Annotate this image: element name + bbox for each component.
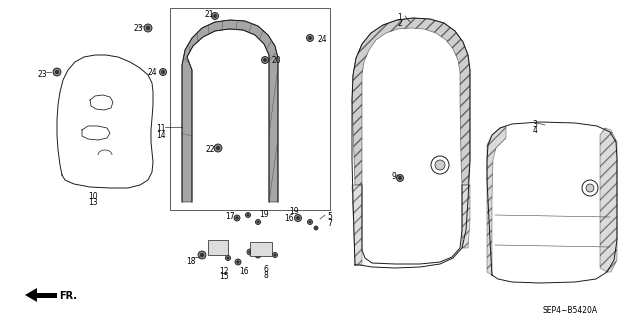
Polygon shape (182, 20, 278, 202)
Circle shape (225, 255, 230, 260)
Text: 18: 18 (186, 257, 195, 266)
Polygon shape (25, 288, 37, 302)
Circle shape (144, 24, 152, 32)
Text: 23: 23 (37, 70, 47, 79)
Circle shape (399, 176, 401, 180)
Circle shape (200, 253, 204, 257)
Text: 12: 12 (220, 267, 228, 276)
Circle shape (146, 26, 150, 30)
Polygon shape (487, 126, 506, 275)
Text: 9: 9 (392, 172, 397, 181)
Text: 21: 21 (204, 10, 214, 19)
Circle shape (55, 70, 59, 74)
Text: 19: 19 (259, 210, 269, 219)
Circle shape (273, 252, 278, 258)
Text: 10: 10 (88, 192, 98, 201)
Circle shape (586, 184, 594, 192)
Circle shape (314, 226, 318, 230)
Text: 5: 5 (327, 212, 332, 221)
Circle shape (237, 261, 239, 263)
Polygon shape (600, 128, 617, 272)
Text: FR.: FR. (59, 291, 77, 301)
Circle shape (236, 217, 238, 219)
Circle shape (309, 221, 311, 223)
Text: 16: 16 (284, 214, 294, 223)
Text: 11: 11 (156, 124, 166, 133)
Circle shape (249, 251, 252, 253)
Text: 22: 22 (205, 145, 214, 154)
Text: 2: 2 (397, 19, 402, 28)
Circle shape (246, 212, 250, 218)
Circle shape (294, 214, 301, 221)
Polygon shape (352, 18, 470, 185)
Circle shape (267, 247, 269, 249)
Text: 8: 8 (263, 271, 268, 280)
Circle shape (211, 12, 218, 20)
Text: 23: 23 (133, 24, 143, 33)
Circle shape (262, 57, 269, 63)
Circle shape (431, 156, 449, 174)
Text: SEP4−B5420A: SEP4−B5420A (543, 306, 598, 315)
Circle shape (222, 247, 228, 253)
Circle shape (223, 249, 227, 251)
Text: 13: 13 (88, 198, 98, 207)
Circle shape (255, 220, 260, 225)
Circle shape (198, 251, 206, 259)
Circle shape (257, 221, 259, 223)
Text: 3: 3 (532, 120, 538, 129)
Circle shape (234, 215, 240, 221)
Circle shape (235, 259, 241, 265)
Text: 20: 20 (272, 56, 282, 65)
Circle shape (315, 227, 317, 229)
Circle shape (212, 242, 218, 248)
Circle shape (159, 68, 166, 76)
Circle shape (307, 35, 314, 42)
Circle shape (296, 216, 300, 220)
Text: 16: 16 (239, 267, 249, 276)
Polygon shape (352, 185, 362, 265)
Bar (250, 242, 272, 256)
Circle shape (582, 180, 598, 196)
Text: 6: 6 (263, 265, 268, 274)
Circle shape (161, 70, 164, 74)
Text: 24: 24 (147, 68, 157, 77)
Circle shape (247, 249, 253, 255)
Circle shape (257, 254, 259, 256)
Text: 1: 1 (397, 13, 402, 22)
Bar (208, 240, 228, 255)
Text: 19: 19 (289, 207, 299, 216)
Circle shape (216, 146, 220, 150)
Circle shape (307, 220, 312, 225)
Circle shape (264, 59, 267, 61)
Circle shape (255, 252, 261, 258)
Text: 15: 15 (219, 272, 229, 281)
Circle shape (435, 160, 445, 170)
Circle shape (227, 257, 229, 259)
Circle shape (247, 214, 249, 216)
Text: 24: 24 (317, 35, 326, 44)
Circle shape (397, 174, 403, 181)
Circle shape (214, 144, 222, 152)
Text: 4: 4 (532, 126, 538, 135)
Polygon shape (462, 185, 470, 248)
Circle shape (274, 254, 276, 256)
Bar (170, 8, 330, 210)
Bar (37, 292, 57, 298)
Text: 17: 17 (225, 212, 235, 221)
Circle shape (53, 68, 61, 76)
Circle shape (265, 245, 271, 251)
Circle shape (214, 244, 216, 246)
Circle shape (213, 14, 216, 18)
Circle shape (308, 36, 312, 40)
Text: 7: 7 (327, 219, 332, 228)
Text: 14: 14 (156, 131, 166, 140)
